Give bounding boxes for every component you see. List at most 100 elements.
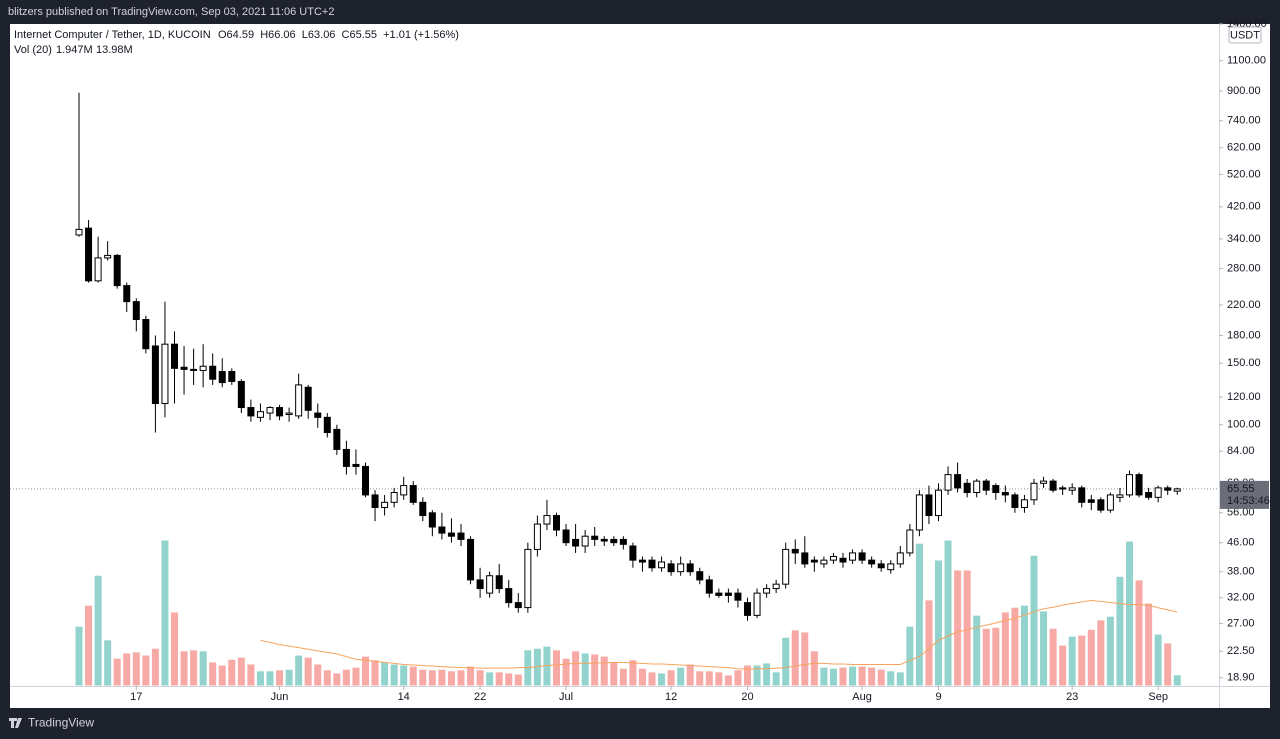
volume-bar (533, 648, 541, 686)
y-tick-label: 56.00 (1227, 507, 1255, 519)
candle-body (113, 254, 121, 287)
volume-bar (75, 626, 83, 686)
volume-bar (342, 669, 350, 686)
candle-body (457, 532, 465, 540)
volume-bar (1078, 635, 1086, 686)
volume-bar (323, 670, 331, 686)
volume-bar (963, 570, 971, 686)
volume-bar (85, 605, 93, 686)
x-tick-label: 14 (398, 691, 410, 703)
last-price-label: 65.55 (1227, 483, 1255, 495)
volume-bar (638, 668, 646, 686)
volume-bar (1106, 616, 1114, 686)
volume-bar (371, 660, 379, 686)
candle-body (610, 538, 618, 544)
volume-bar (858, 666, 866, 686)
volume-bar (1030, 555, 1038, 686)
volume-bar (992, 627, 1000, 686)
candle-body (228, 371, 236, 382)
candle-body (553, 515, 560, 531)
volume-bar (285, 669, 293, 686)
candle-body (161, 343, 169, 405)
candle-body (677, 563, 685, 573)
volume-bar (744, 665, 751, 686)
volume-bar (161, 540, 169, 686)
candle-body (935, 489, 942, 517)
candle-body (1049, 480, 1057, 491)
candle-body (572, 538, 580, 547)
volume-bar (801, 632, 809, 686)
volume-bar (658, 673, 666, 686)
candle-body (428, 512, 436, 528)
candle-body (763, 588, 771, 594)
volume-bar (428, 670, 436, 686)
volume-bar (1135, 580, 1143, 686)
candle-body (151, 345, 159, 405)
volume-bar (295, 655, 303, 686)
candle-body (495, 575, 503, 590)
candle-body (973, 480, 981, 494)
volume-bar (734, 670, 742, 686)
y-tick-label: 740.00 (1227, 115, 1261, 127)
volume-bar (791, 630, 799, 686)
volume-bar (705, 671, 713, 686)
volume-bar (839, 667, 847, 686)
ohlc-legend: O64.59 H66.06 L63.06 C65.55 +1.01 (+1.56… (218, 29, 459, 41)
volume-bar (686, 664, 694, 686)
candle-body (419, 501, 427, 517)
candle-body (266, 407, 274, 414)
volume-bar (94, 575, 102, 686)
y-tick-label: 900.00 (1227, 85, 1261, 97)
candle-body (963, 482, 971, 494)
candle-body (1173, 488, 1181, 492)
currency[interactable]: USDT (1230, 29, 1260, 41)
volume-bar (925, 600, 933, 686)
volume-bar (1059, 645, 1067, 686)
volume-legend-value: 1.947M (56, 44, 93, 56)
candle-body (533, 523, 541, 550)
volume-bar (409, 666, 417, 686)
x-tick-label: Aug (852, 691, 872, 703)
volume-bar (247, 664, 255, 686)
volume-bar (1001, 612, 1009, 686)
volume-bar (199, 651, 207, 686)
volume-bar (495, 672, 503, 686)
plot-area (10, 92, 1219, 686)
y-tick-label: 38.00 (1227, 566, 1255, 578)
y-tick-label: 520.00 (1227, 168, 1261, 180)
volume-bar (438, 669, 446, 686)
volume-bar (581, 653, 589, 686)
candle-body (925, 494, 933, 517)
y-tick-label: 18.90 (1227, 672, 1255, 684)
volume-bar (696, 671, 704, 686)
volume-bar (982, 628, 990, 686)
candle-body (581, 535, 589, 547)
candle-body (906, 529, 914, 554)
candle-body (142, 318, 150, 350)
candle-body (381, 501, 389, 508)
candle-body (944, 474, 952, 491)
candle-body (467, 538, 475, 581)
candle-body (1087, 499, 1095, 503)
candle-body (132, 301, 140, 320)
candle-body (476, 579, 484, 590)
volume-bar (629, 660, 637, 686)
x-tick-label: 12 (665, 691, 677, 703)
x-tick-label: 9 (935, 691, 941, 703)
logo-mark (9, 718, 22, 728)
candle-body (447, 532, 455, 537)
volume-bar (600, 656, 608, 686)
volume-bar (677, 667, 685, 686)
y-tick-label: 100.00 (1227, 419, 1261, 431)
y-tick-label: 22.50 (1227, 645, 1255, 657)
candle-body (371, 494, 379, 508)
y-tick-label: 220.00 (1227, 299, 1261, 311)
candle-body (705, 579, 713, 594)
currency-box[interactable] (1228, 26, 1262, 44)
candle-body (362, 465, 369, 496)
y-tick-label: 120.00 (1227, 391, 1261, 403)
volume-bar (1049, 628, 1057, 686)
volume-bar (829, 668, 837, 686)
volume-bar (944, 540, 952, 686)
candle-body (256, 411, 264, 418)
